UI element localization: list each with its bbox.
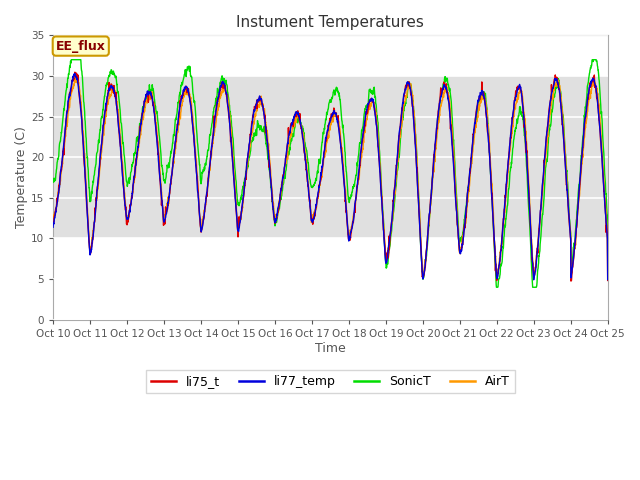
li75_t: [49, 220, 57, 226]
li75_t: [204, 179, 212, 185]
X-axis label: Time: Time: [315, 342, 346, 355]
AirT: [49, 214, 57, 219]
AirT: [492, 254, 499, 260]
Line: AirT: AirT: [53, 76, 608, 278]
AirT: [604, 272, 612, 278]
Line: li75_t: li75_t: [53, 72, 608, 281]
Line: li77_temp: li77_temp: [53, 73, 608, 280]
li75_t: [571, 246, 579, 252]
li75_t: [359, 136, 367, 142]
SonicT: [49, 176, 57, 181]
Title: Instument Temperatures: Instument Temperatures: [236, 15, 424, 30]
li77_temp: [347, 229, 355, 235]
li77_temp: [359, 135, 367, 141]
li77_temp: [71, 71, 79, 76]
SonicT: [492, 270, 500, 276]
li77_temp: [204, 180, 212, 185]
SonicT: [493, 284, 500, 290]
Legend: li75_t, li77_temp, SonicT, AirT: li75_t, li77_temp, SonicT, AirT: [146, 370, 515, 393]
AirT: [591, 73, 598, 79]
li77_temp: [556, 86, 563, 92]
li75_t: [492, 261, 500, 267]
SonicT: [571, 242, 579, 248]
li77_temp: [604, 276, 612, 282]
li77_temp: [571, 245, 579, 251]
AirT: [346, 227, 354, 233]
li77_temp: [492, 261, 500, 266]
Line: SonicT: SonicT: [53, 60, 608, 287]
AirT: [555, 83, 563, 88]
li75_t: [71, 69, 79, 75]
li75_t: [347, 235, 355, 241]
SonicT: [556, 80, 563, 85]
SonicT: [67, 57, 75, 62]
SonicT: [204, 147, 212, 153]
SonicT: [359, 125, 367, 131]
li77_temp: [530, 277, 538, 283]
AirT: [570, 247, 578, 252]
SonicT: [604, 254, 612, 260]
li75_t: [567, 278, 575, 284]
AirT: [204, 183, 212, 189]
li75_t: [555, 86, 563, 92]
AirT: [358, 149, 366, 155]
Text: EE_flux: EE_flux: [56, 39, 106, 53]
AirT: [493, 276, 501, 281]
Y-axis label: Temperature (C): Temperature (C): [15, 127, 28, 228]
SonicT: [347, 195, 355, 201]
li75_t: [604, 277, 612, 283]
Bar: [53, 76, 608, 239]
li77_temp: [49, 224, 57, 230]
